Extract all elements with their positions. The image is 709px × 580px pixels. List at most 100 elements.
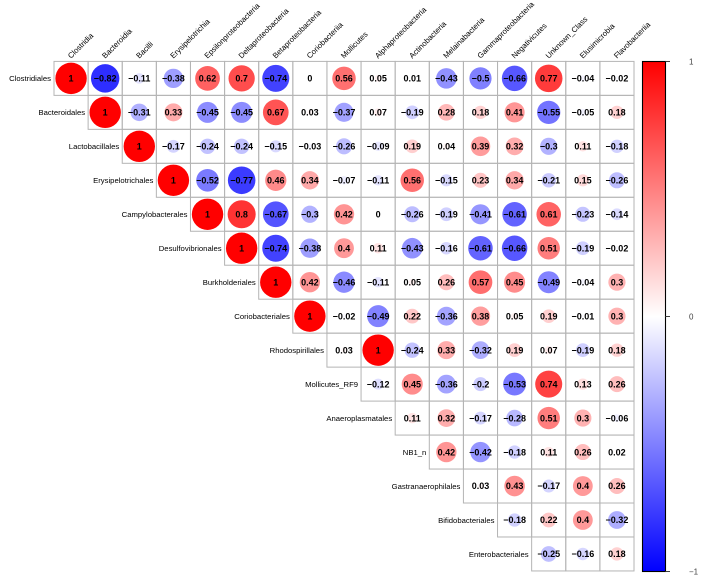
svg-text:−0.23: −0.23 (571, 209, 594, 219)
svg-text:1: 1 (239, 243, 244, 253)
svg-text:0.4: 0.4 (577, 515, 590, 525)
svg-text:1: 1 (376, 345, 381, 355)
svg-text:−0.19: −0.19 (571, 345, 594, 355)
svg-text:−0.17: −0.17 (469, 413, 492, 423)
svg-text:0.18: 0.18 (608, 549, 626, 559)
svg-text:−0.74: −0.74 (264, 243, 287, 253)
svg-text:−0.17: −0.17 (162, 142, 185, 152)
svg-text:0.04: 0.04 (438, 142, 456, 152)
svg-text:−0.24: −0.24 (230, 142, 253, 152)
svg-text:0.3: 0.3 (577, 413, 590, 423)
svg-text:0.11: 0.11 (404, 413, 421, 423)
svg-text:−0.21: −0.21 (537, 175, 560, 185)
svg-text:0.41: 0.41 (506, 108, 524, 118)
svg-text:−0.16: −0.16 (435, 243, 458, 253)
svg-text:0.02: 0.02 (608, 447, 626, 457)
svg-text:0.45: 0.45 (403, 379, 421, 389)
svg-text:0.01: 0.01 (403, 74, 421, 84)
svg-text:−0.77: −0.77 (230, 175, 253, 185)
svg-text:0.3: 0.3 (611, 277, 624, 287)
svg-text:1: 1 (137, 142, 142, 152)
svg-text:0.67: 0.67 (267, 108, 285, 118)
svg-text:0.42: 0.42 (335, 209, 353, 219)
svg-text:0.13: 0.13 (574, 379, 592, 389)
svg-text:−0.3: −0.3 (301, 209, 319, 219)
svg-text:−0.42: −0.42 (469, 447, 492, 457)
svg-text:0.03: 0.03 (335, 345, 353, 355)
svg-text:−0.41: −0.41 (469, 209, 492, 219)
svg-text:−0.2: −0.2 (472, 379, 490, 389)
svg-text:−0.37: −0.37 (333, 108, 356, 118)
svg-text:1: 1 (307, 311, 312, 321)
svg-text:0.26: 0.26 (608, 379, 626, 389)
svg-text:0.4: 0.4 (577, 481, 590, 491)
svg-text:0.33: 0.33 (165, 108, 183, 118)
svg-text:−0.16: −0.16 (571, 549, 594, 559)
svg-text:Anaeroplasmatales: Anaeroplasmatales (326, 414, 392, 423)
svg-text:−0.49: −0.49 (537, 277, 560, 287)
svg-text:Mollicutes_RF9: Mollicutes_RF9 (305, 380, 358, 389)
svg-text:0.33: 0.33 (438, 345, 456, 355)
svg-text:0.26: 0.26 (438, 277, 456, 287)
svg-text:0.43: 0.43 (506, 481, 524, 491)
svg-text:−0.66: −0.66 (503, 243, 526, 253)
svg-text:Bifidobacteriales: Bifidobacteriales (438, 516, 495, 525)
svg-text:Bacteroidales: Bacteroidales (39, 108, 86, 117)
svg-text:0.11: 0.11 (370, 243, 387, 253)
svg-text:−0.11: −0.11 (128, 74, 150, 84)
svg-text:−0.3: −0.3 (540, 142, 558, 152)
svg-text:0.3: 0.3 (611, 311, 624, 321)
svg-text:−0.49: −0.49 (367, 311, 390, 321)
svg-text:−0.36: −0.36 (435, 379, 458, 389)
svg-text:−0.53: −0.53 (503, 379, 526, 389)
svg-text:Rhodospirillales: Rhodospirillales (270, 346, 324, 355)
svg-text:−0.15: −0.15 (264, 142, 287, 152)
svg-text:0.56: 0.56 (403, 175, 421, 185)
svg-text:−0.06: −0.06 (606, 413, 629, 423)
svg-text:0.51: 0.51 (540, 413, 558, 423)
svg-text:0.19: 0.19 (540, 311, 558, 321)
svg-text:0.05: 0.05 (403, 277, 421, 287)
svg-text:0.42: 0.42 (438, 447, 456, 457)
svg-text:0: 0 (689, 312, 694, 321)
svg-text:0.61: 0.61 (540, 209, 558, 219)
svg-text:0.11: 0.11 (540, 447, 557, 457)
svg-text:−0.02: −0.02 (333, 311, 356, 321)
svg-text:−0.19: −0.19 (571, 243, 594, 253)
svg-text:Coriobacteriales: Coriobacteriales (234, 312, 290, 321)
svg-text:1: 1 (273, 277, 278, 287)
svg-text:1: 1 (205, 209, 210, 219)
svg-text:1: 1 (69, 74, 74, 84)
svg-text:−0.45: −0.45 (230, 108, 253, 118)
svg-text:0.07: 0.07 (369, 108, 387, 118)
svg-text:0.45: 0.45 (506, 277, 524, 287)
svg-text:−0.18: −0.18 (606, 142, 629, 152)
svg-text:0.05: 0.05 (369, 74, 387, 84)
svg-text:1: 1 (103, 108, 108, 118)
svg-text:−0.07: −0.07 (333, 175, 356, 185)
svg-text:0: 0 (307, 74, 312, 84)
svg-text:−0.67: −0.67 (264, 209, 287, 219)
svg-text:0.19: 0.19 (506, 345, 524, 355)
svg-text:−0.5: −0.5 (472, 74, 490, 84)
svg-text:−0.09: −0.09 (367, 142, 390, 152)
svg-text:0.34: 0.34 (506, 175, 524, 185)
svg-text:−0.45: −0.45 (196, 108, 219, 118)
svg-text:−0.04: −0.04 (571, 277, 594, 287)
svg-text:0.28: 0.28 (438, 108, 456, 118)
svg-text:−0.03: −0.03 (298, 142, 321, 152)
svg-text:−0.24: −0.24 (196, 142, 219, 152)
svg-text:0.32: 0.32 (506, 142, 524, 152)
svg-text:0.18: 0.18 (608, 108, 626, 118)
svg-text:−0.32: −0.32 (469, 345, 492, 355)
svg-text:−0.04: −0.04 (571, 74, 594, 84)
svg-text:0.15: 0.15 (574, 175, 592, 185)
svg-text:0.4: 0.4 (338, 243, 351, 253)
svg-text:Erysipelotrichales: Erysipelotrichales (93, 176, 153, 185)
svg-text:−0.01: −0.01 (571, 311, 594, 321)
svg-text:−0.25: −0.25 (537, 549, 560, 559)
svg-text:0.18: 0.18 (608, 345, 626, 355)
svg-text:−0.36: −0.36 (435, 311, 458, 321)
svg-text:0.05: 0.05 (506, 311, 524, 321)
svg-text:−0.11: −0.11 (367, 175, 389, 185)
